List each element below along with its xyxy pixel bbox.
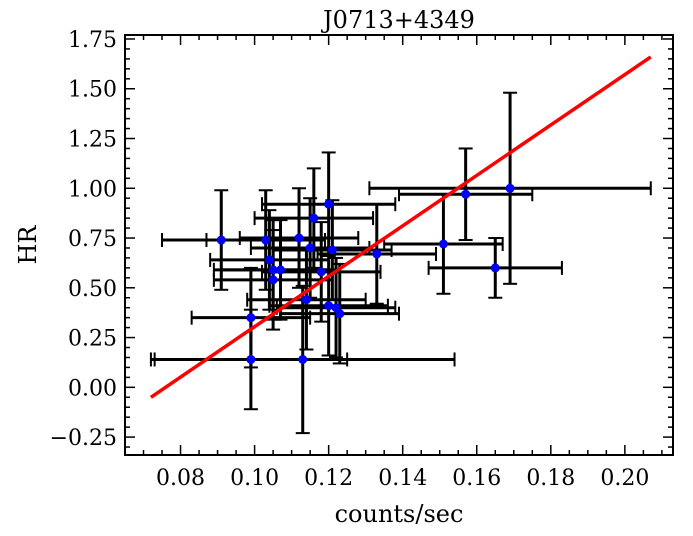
data-point (216, 235, 226, 245)
y-axis-ticks: −0.25 0.00 0.25 0.50 0.75 1.00 1.25 1.50 1.75 (50, 28, 673, 451)
y-tick-label: 1.00 (68, 177, 117, 202)
data-point (372, 249, 382, 259)
data-point (246, 354, 256, 364)
data-point (316, 267, 326, 277)
data-point (301, 295, 311, 305)
y-tick-label: 0.25 (68, 327, 117, 352)
x-axis-label: counts/sec (335, 500, 464, 528)
data-point (268, 265, 278, 275)
x-tick-label: 0.16 (452, 466, 501, 491)
data-point (324, 199, 334, 209)
x-tick-label: 0.18 (526, 466, 575, 491)
y-tick-label: 0.50 (68, 277, 117, 302)
y-tick-label: 1.25 (68, 128, 117, 153)
fit-line-group (149, 55, 652, 399)
data-point (324, 301, 334, 311)
data-point (294, 233, 304, 243)
fit-line (149, 55, 652, 399)
data-point (276, 265, 286, 275)
data-point (438, 239, 448, 249)
y-tick-label: 1.75 (68, 28, 117, 53)
x-tick-label: 0.14 (378, 466, 427, 491)
data-point (335, 309, 345, 319)
data-point (505, 183, 515, 193)
data-point (461, 189, 471, 199)
y-tick-label: 0.75 (68, 227, 117, 252)
x-tick-label: 0.12 (304, 466, 353, 491)
data-point (490, 263, 500, 273)
error-bars (149, 91, 652, 435)
data-point (309, 213, 319, 223)
data-point (261, 235, 271, 245)
data-point (268, 275, 278, 285)
plot-frame (124, 34, 674, 456)
x-tick-label: 0.10 (230, 466, 279, 491)
data-point (298, 354, 308, 364)
x-tick-label: 0.08 (156, 466, 205, 491)
x-tick-label: 0.20 (600, 466, 649, 491)
y-tick-label: −0.25 (50, 426, 117, 451)
data-point (305, 243, 315, 253)
y-tick-label: 1.50 (68, 78, 117, 103)
data-points (216, 183, 515, 364)
y-tick-label: 0.00 (68, 376, 117, 401)
chart-title: J0713+4349 (320, 6, 475, 34)
y-axis-label: HR (14, 225, 42, 265)
data-point (264, 255, 274, 265)
data-point (327, 245, 337, 255)
x-axis-ticks: 0.08 0.10 0.12 0.14 0.16 0.18 0.20 (124, 35, 663, 491)
data-point (246, 313, 256, 323)
